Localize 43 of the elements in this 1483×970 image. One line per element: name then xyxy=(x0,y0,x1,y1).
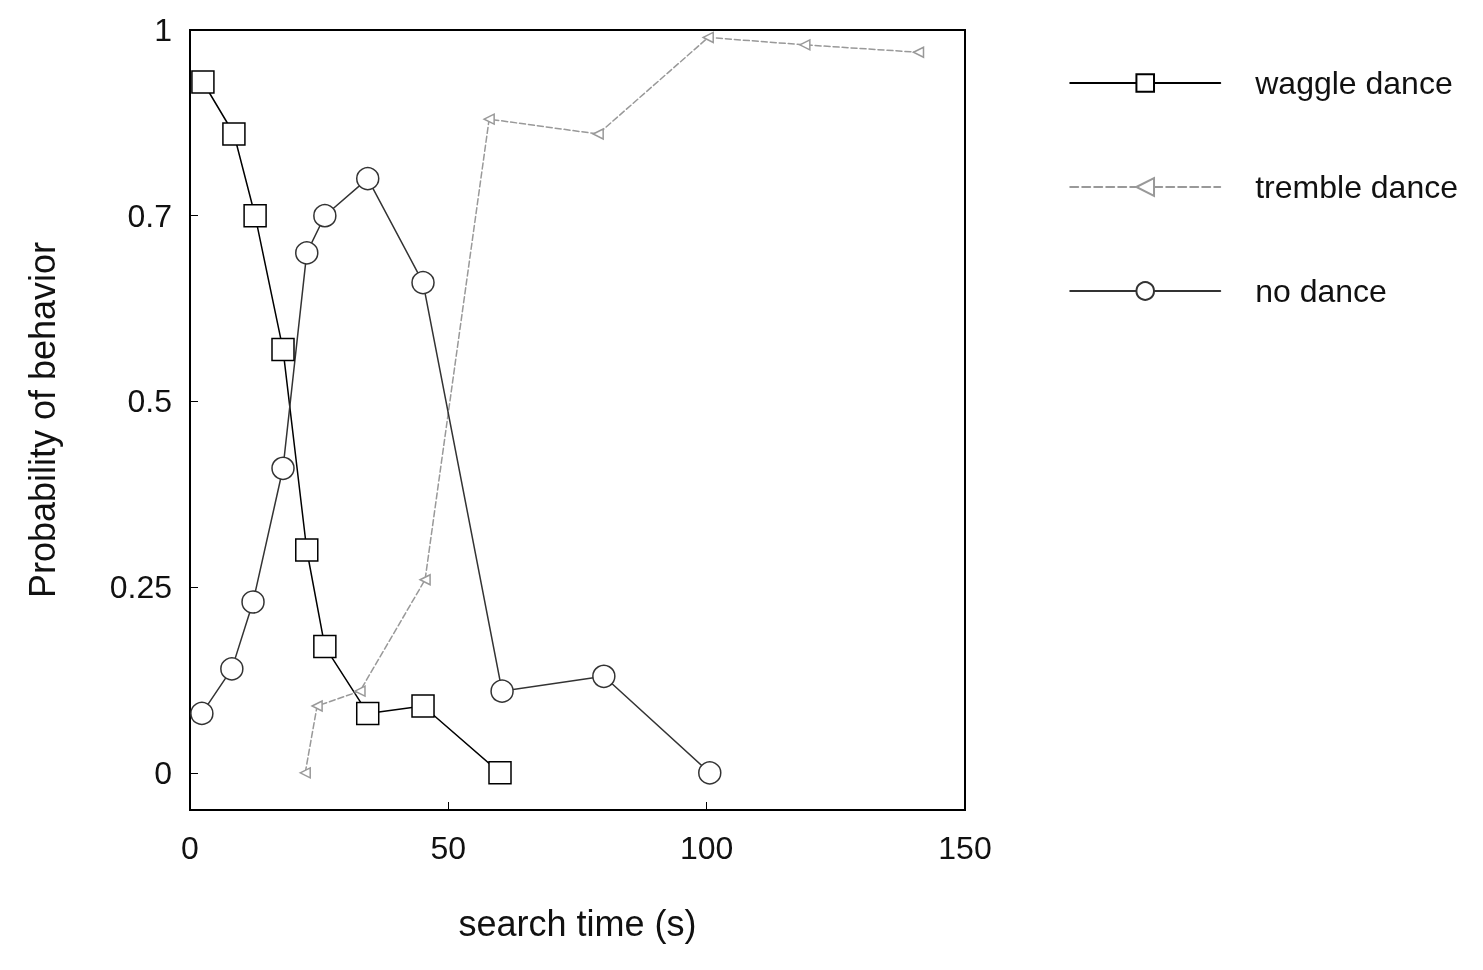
point xyxy=(243,203,267,228)
point xyxy=(220,657,244,681)
point xyxy=(490,679,514,703)
y-tick-label: 1 xyxy=(154,12,172,48)
point xyxy=(419,573,431,586)
point xyxy=(411,270,435,295)
x-tick-label: 0 xyxy=(181,830,199,866)
y-tick-label: 0.25 xyxy=(109,569,172,606)
y-tick-label: 0.5 xyxy=(127,383,172,420)
y-tick-label: 0.7 xyxy=(127,197,172,234)
point xyxy=(271,456,295,481)
point xyxy=(295,538,319,562)
point xyxy=(483,113,495,125)
point xyxy=(702,31,714,44)
point xyxy=(912,46,925,59)
point xyxy=(241,590,265,614)
point xyxy=(191,70,215,94)
point xyxy=(488,761,512,785)
point xyxy=(295,241,319,265)
point xyxy=(313,634,337,659)
x-tick-label: 150 xyxy=(938,830,992,866)
x-tick-label: 50 xyxy=(430,830,467,866)
legend-label: tremble dance xyxy=(1255,169,1458,205)
x-tick-label: 100 xyxy=(679,830,734,866)
point xyxy=(355,701,380,726)
point xyxy=(271,337,295,362)
legend-label: waggle dance xyxy=(1254,65,1453,101)
point xyxy=(311,700,323,712)
point xyxy=(698,761,722,785)
y-axis-title: Probability of behavior xyxy=(21,241,63,599)
point xyxy=(799,39,811,51)
point xyxy=(313,203,337,228)
point xyxy=(222,122,246,146)
point xyxy=(190,701,214,726)
point xyxy=(299,767,311,779)
point xyxy=(354,685,366,697)
x-axis-title: search time (s) xyxy=(458,902,697,944)
point xyxy=(411,694,435,718)
point xyxy=(356,166,380,191)
point xyxy=(592,664,616,689)
point xyxy=(592,128,604,140)
y-tick-label: 0 xyxy=(154,754,172,791)
legend-label: no dance xyxy=(1255,273,1387,309)
